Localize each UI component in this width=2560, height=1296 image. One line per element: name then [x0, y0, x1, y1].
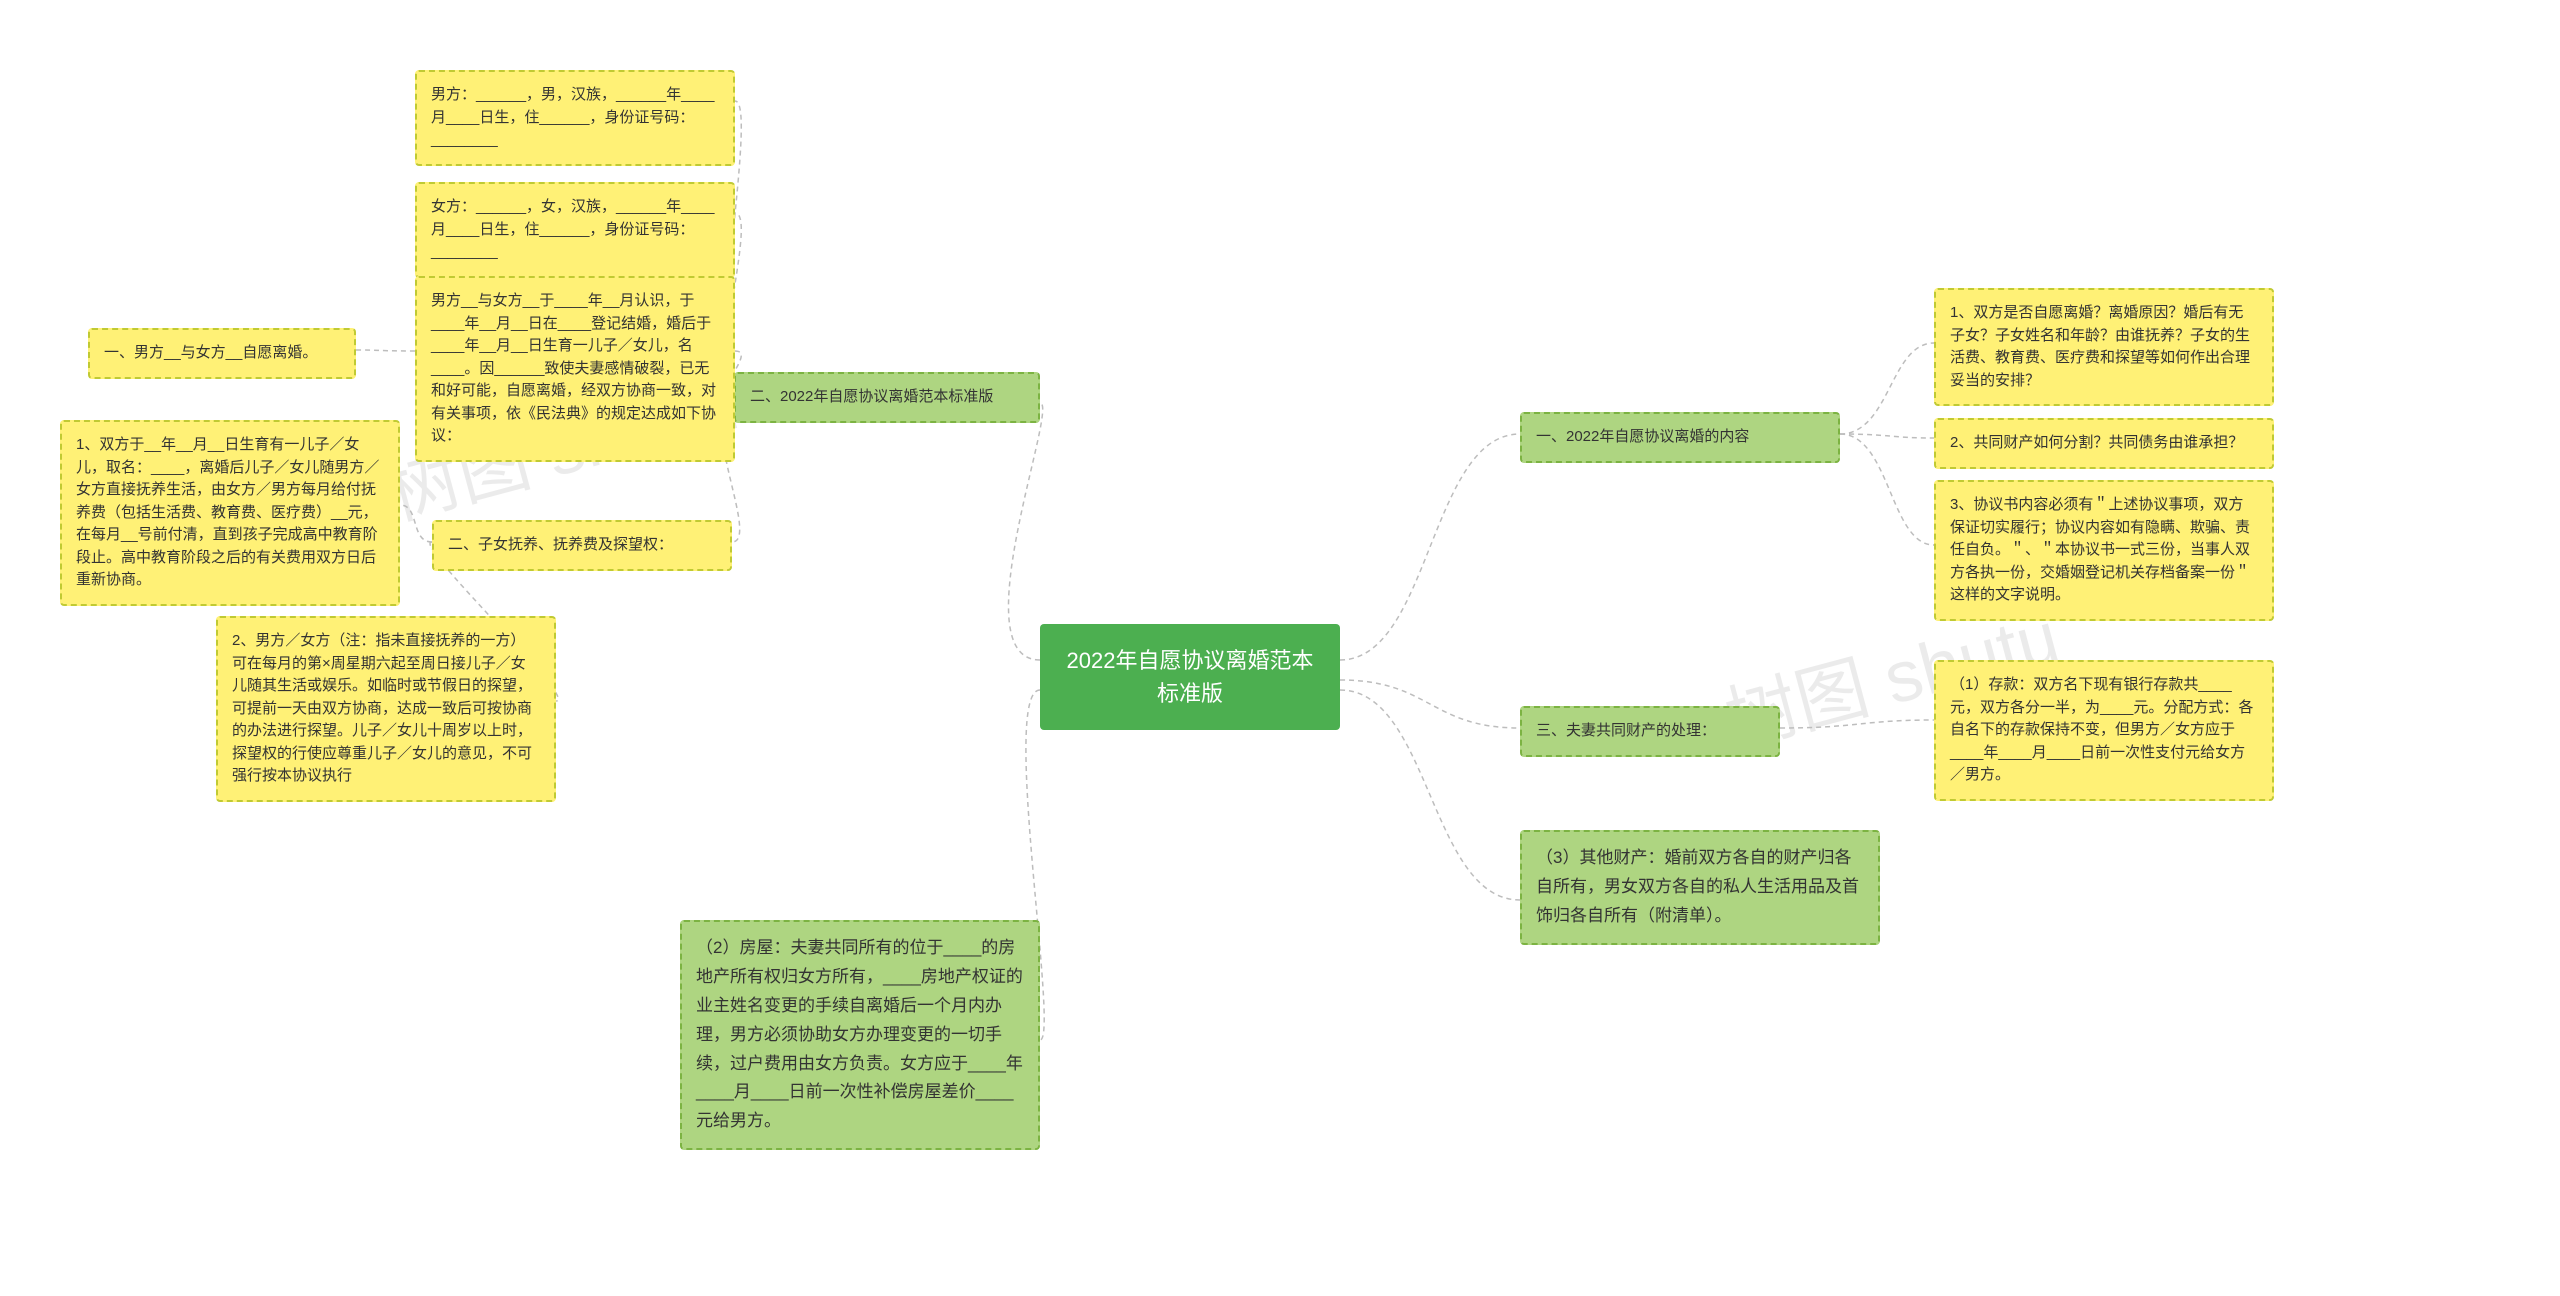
root-node: 2022年自愿协议离婚范本 标准版	[1040, 624, 1340, 730]
left-section2-item3: 男方__与女方__于____年__月认识，于____年__月__日在____登记…	[415, 276, 735, 462]
left-section2-sub1: 一、男方__与女方__自愿离婚。	[88, 328, 356, 379]
right-section3-item1: （1）存款：双方名下现有银行存款共____元，双方各分一半，为____元。分配方…	[1934, 660, 2274, 801]
right-section3-item3: （3）其他财产：婚前双方各自的财产归各自所有，男女双方各自的私人生活用品及首饰归…	[1520, 830, 1880, 945]
left-section2-sub2-item1: 1、双方于__年__月__日生育有一儿子／女儿，取名：____，离婚后儿子／女儿…	[60, 420, 400, 606]
right-section1-title: 一、2022年自愿协议离婚的内容	[1520, 412, 1840, 463]
left-section2-item2: 女方：______，女，汉族，______年____月____日生，住_____…	[415, 182, 735, 278]
left-section2-sub2-item2: 2、男方／女方（注：指未直接抚养的一方）可在每月的第×周星期六起至周日接儿子／女…	[216, 616, 556, 802]
root-title-line2: 标准版	[1062, 677, 1318, 710]
left-section2-item1: 男方：______，男，汉族，______年____月____日生，住_____…	[415, 70, 735, 166]
left-item2-property: （2）房屋：夫妻共同所有的位于____的房地产所有权归女方所有，____房地产权…	[680, 920, 1040, 1150]
root-title-line1: 2022年自愿协议离婚范本	[1062, 644, 1318, 677]
right-section1-item2: 2、共同财产如何分割？共同债务由谁承担？	[1934, 418, 2274, 469]
right-section3-title: 三、夫妻共同财产的处理：	[1520, 706, 1780, 757]
left-section2-title: 二、2022年自愿协议离婚范本标准版	[734, 372, 1040, 423]
right-section1-item3: 3、协议书内容必须有＂上述协议事项，双方保证切实履行；协议内容如有隐瞒、欺骗、责…	[1934, 480, 2274, 621]
left-section2-sub2-title: 二、子女抚养、抚养费及探望权：	[432, 520, 732, 571]
right-section1-item1: 1、双方是否自愿离婚？离婚原因？婚后有无子女？子女姓名和年龄？由谁抚养？子女的生…	[1934, 288, 2274, 406]
